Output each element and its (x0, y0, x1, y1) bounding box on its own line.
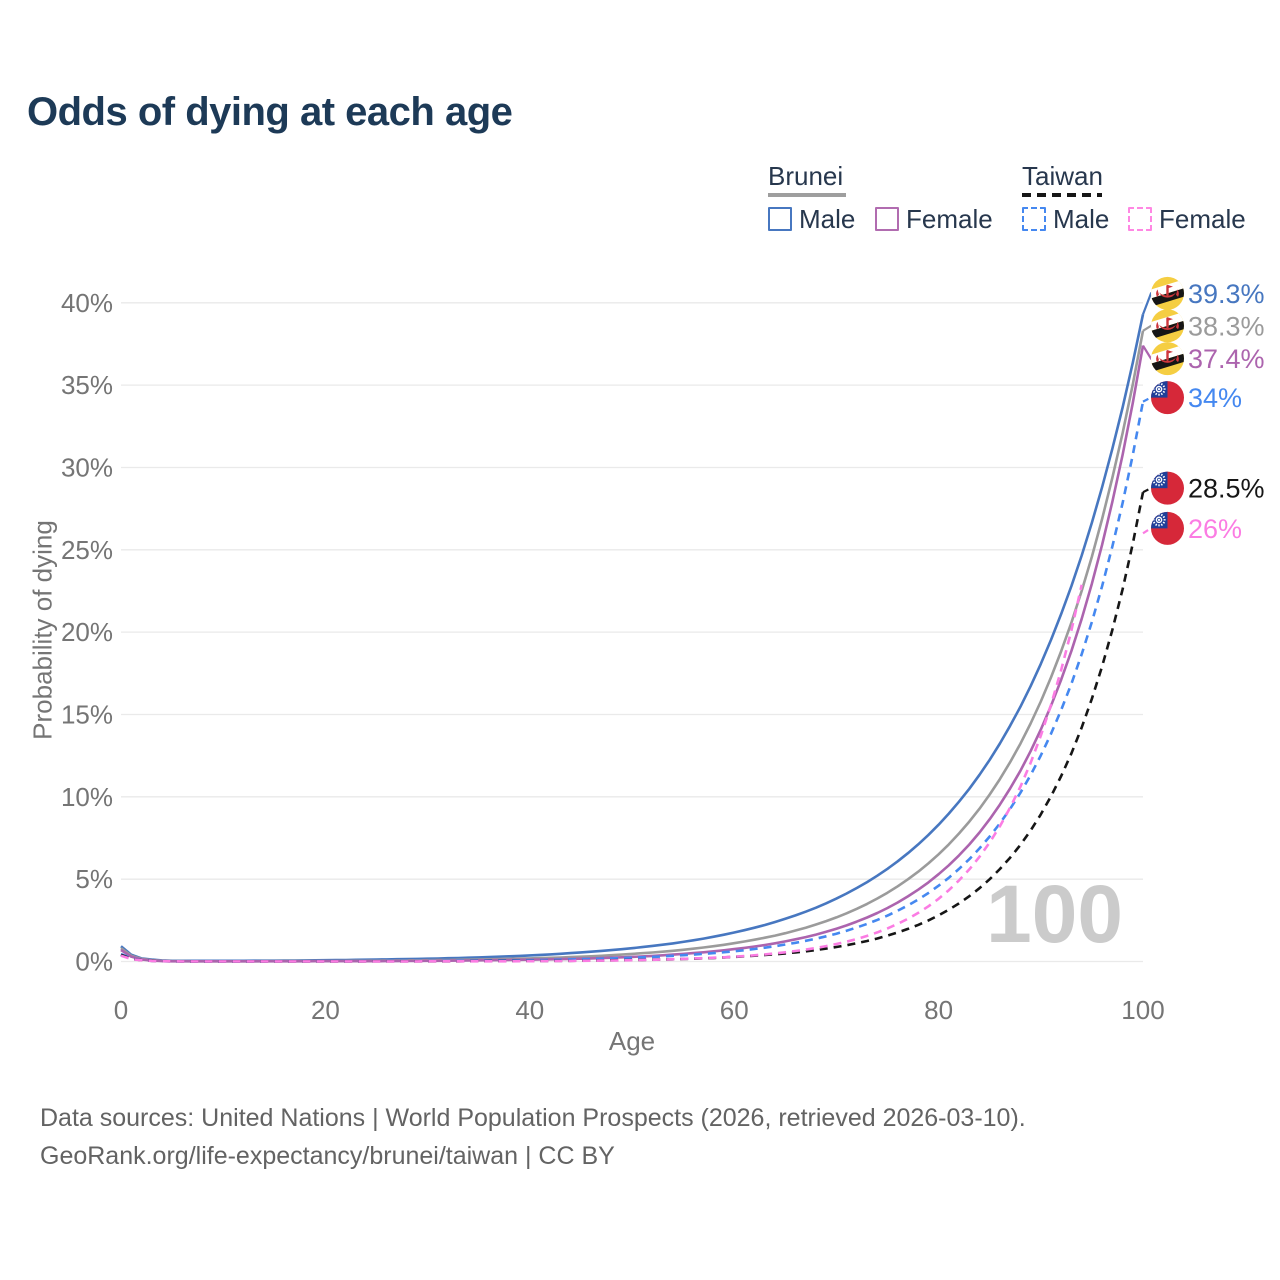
y-tick-25: 25% (61, 535, 113, 565)
x-tick-100: 100 (1121, 995, 1164, 1025)
y-tick-20: 20% (61, 617, 113, 647)
end-label-brunei-male: 39.3% (1188, 279, 1265, 309)
x-tick-0: 0 (114, 995, 128, 1025)
legend-swatch-brunei-female[interactable] (875, 207, 899, 231)
x-tick-80: 80 (924, 995, 953, 1025)
y-tick-40: 40% (61, 288, 113, 318)
legend-swatch-taiwan-male[interactable] (1022, 207, 1046, 231)
brunei-flag-icon (1151, 276, 1184, 310)
series-line-taiwan-both-sexes (120, 491, 1145, 963)
legend-label-brunei-male[interactable]: Male (799, 204, 856, 234)
series-line-brunei-female (120, 345, 1145, 963)
y-tick-30: 30% (61, 453, 113, 483)
series-line-brunei-male (120, 314, 1145, 963)
y-tick-15: 15% (61, 700, 113, 730)
y-tick-10: 10% (61, 782, 113, 812)
legend-group-title-taiwan: Taiwan (1022, 161, 1103, 191)
age-counter-watermark: 100 (986, 869, 1123, 960)
taiwan-flag-icon (1151, 381, 1184, 415)
legend-label-brunei-female[interactable]: Female (906, 204, 993, 234)
attribution-line: GeoRank.org/life-expectancy/brunei/taiwa… (40, 1142, 615, 1170)
x-tick-20: 20 (311, 995, 340, 1025)
legend-underline-brunei (768, 193, 846, 197)
brunei-flag-icon (1151, 309, 1184, 343)
legend-swatch-brunei-male[interactable] (768, 207, 792, 231)
taiwan-flag-icon (1151, 471, 1184, 505)
end-label-taiwan-male: 34% (1188, 383, 1242, 413)
end-label-brunei-both-sexes: 38.3% (1188, 311, 1265, 341)
legend-label-taiwan-male[interactable]: Male (1053, 204, 1110, 234)
taiwan-flag-icon (1151, 511, 1184, 545)
legend-underline-taiwan (1022, 193, 1102, 197)
end-label-brunei-female: 37.4% (1188, 344, 1265, 374)
series-line-taiwan-female (120, 584, 1083, 963)
y-tick-0: 0% (75, 947, 113, 977)
x-tick-40: 40 (515, 995, 544, 1025)
series-line-brunei-both-sexes (120, 330, 1145, 963)
legend-swatch-taiwan-female[interactable] (1128, 207, 1152, 231)
legend-label-taiwan-female[interactable]: Female (1159, 204, 1246, 234)
x-axis-title: Age (608, 1026, 656, 1056)
y-tick-5: 5% (75, 864, 113, 894)
legend-group-title-brunei: Brunei (768, 161, 844, 191)
page-title: Odds of dying at each age (27, 90, 513, 134)
data-source-line: Data sources: United Nations | World Pop… (40, 1104, 1026, 1132)
x-tick-60: 60 (720, 995, 749, 1025)
y-tick-35: 35% (61, 370, 113, 400)
brunei-flag-icon (1151, 342, 1184, 376)
end-label-taiwan-both-sexes: 28.5% (1188, 474, 1265, 504)
end-label-taiwan-female: 26% (1188, 514, 1242, 544)
